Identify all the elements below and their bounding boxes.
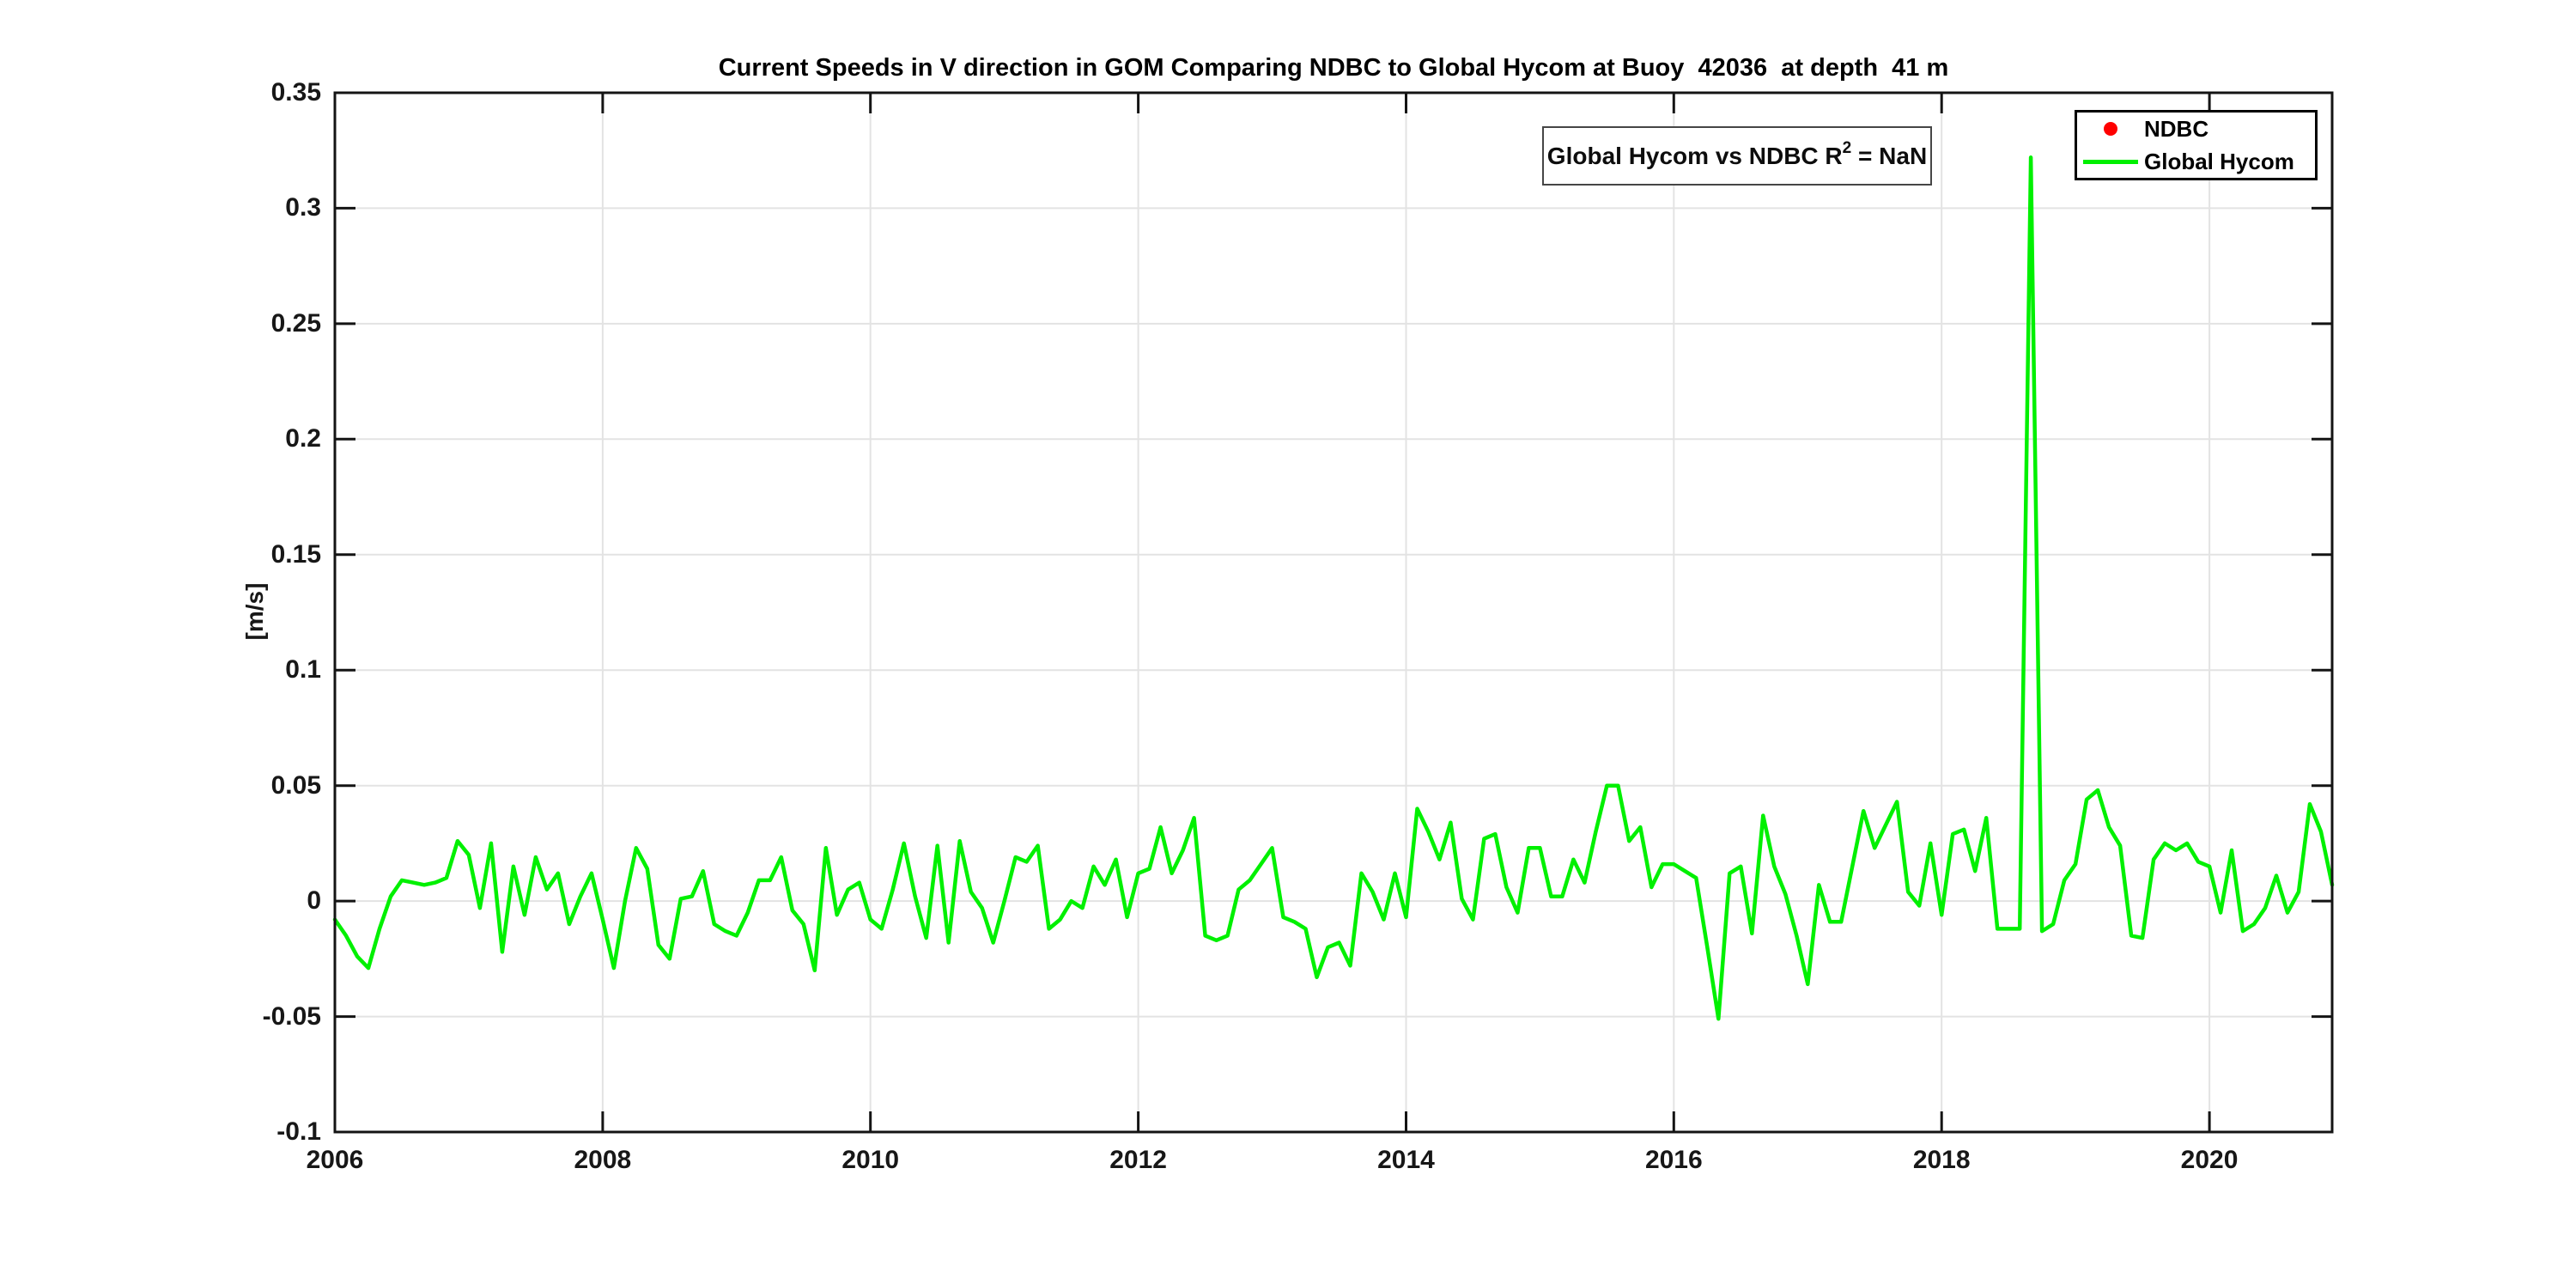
legend-item-ndbc: NDBC <box>2077 113 2315 145</box>
annotation-text: Global Hycom vs NDBC R <box>1546 142 1843 169</box>
x-tick-label: 2012 <box>1109 1146 1167 1174</box>
chart-title: Current Speeds in V direction in GOM Com… <box>718 54 1949 82</box>
y-axis-label: [m/s] <box>241 582 268 641</box>
x-tick-label: 2020 <box>2180 1146 2239 1174</box>
annotation-suffix: = NaN <box>1851 142 1928 169</box>
y-tick-label: 0 <box>307 886 321 916</box>
red-dot-marker-icon <box>2104 122 2117 136</box>
y-tick-label: 0.2 <box>285 424 321 453</box>
legend-marker-cell <box>2077 122 2144 136</box>
legend: NDBC Global Hycom <box>2075 110 2318 180</box>
y-tick-label: -0.05 <box>262 1001 321 1031</box>
y-tick-label: 0.1 <box>285 655 321 685</box>
legend-marker-cell <box>2077 159 2144 164</box>
x-tick-label: 2010 <box>841 1146 900 1174</box>
data-series <box>332 155 2335 1021</box>
green-line-marker-icon <box>2083 159 2138 164</box>
axes-frame <box>333 91 2334 1134</box>
x-tick-label: 2008 <box>574 1146 632 1174</box>
tick-marks <box>333 91 2332 1134</box>
y-tick-label: 0.15 <box>270 539 321 569</box>
y-tick-label: 0.3 <box>285 193 321 222</box>
x-tick-label: 2014 <box>1377 1146 1435 1174</box>
x-tick-label: 2016 <box>1644 1146 1703 1174</box>
legend-item-global-hycom: Global Hycom <box>2077 145 2315 178</box>
x-tick-label: 2006 <box>306 1146 364 1174</box>
legend-label-global-hycom: Global Hycom <box>2144 148 2294 174</box>
y-tick-label: 0.25 <box>270 308 321 338</box>
annotation-superscript: 2 <box>1842 138 1852 157</box>
y-tick-label: -0.1 <box>276 1117 321 1146</box>
x-tick-label: 2018 <box>1912 1146 1971 1174</box>
y-tick-label: 0.35 <box>270 78 321 107</box>
y-tick-label: 0.05 <box>270 770 321 800</box>
legend-label-ndbc: NDBC <box>2144 115 2209 142</box>
